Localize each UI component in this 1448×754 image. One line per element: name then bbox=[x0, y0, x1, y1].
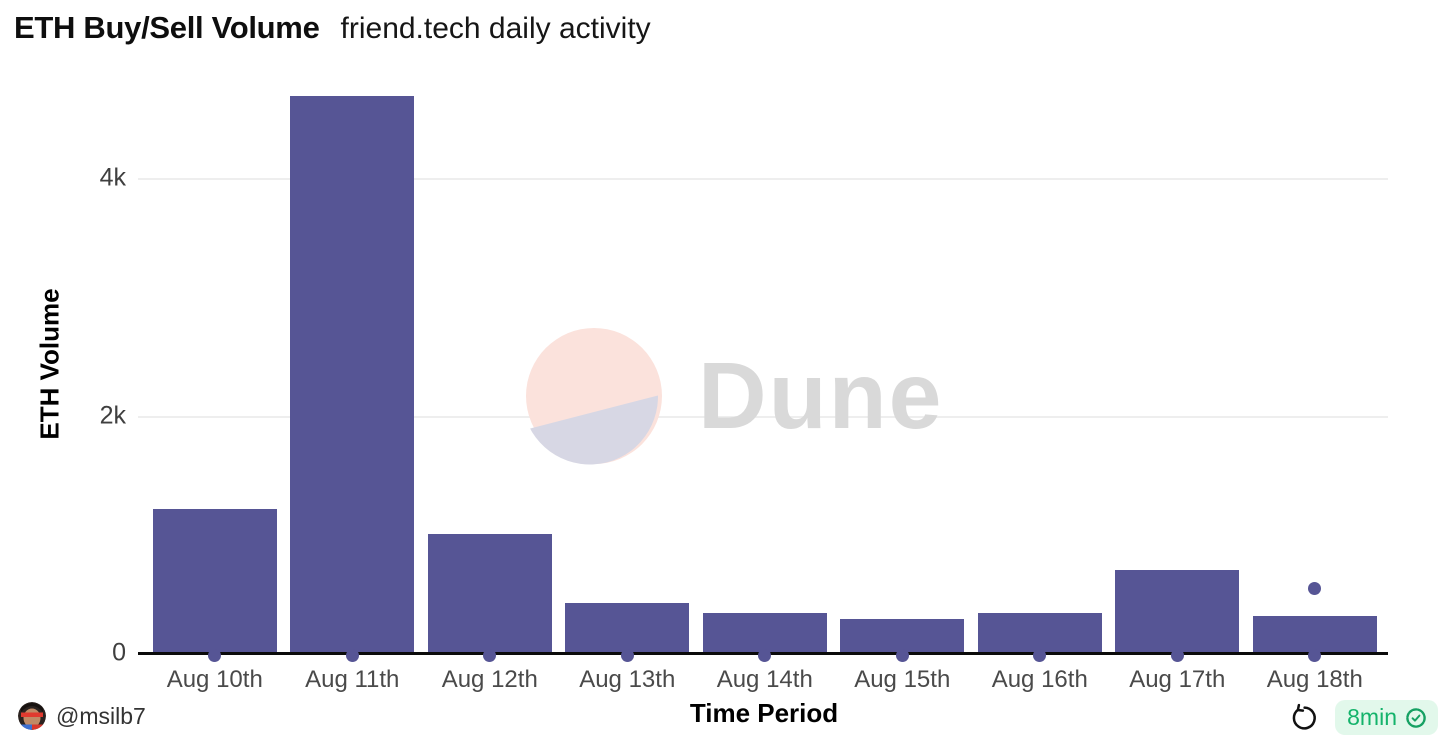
x-axis-tick-marker bbox=[895, 649, 909, 662]
chart-title: ETH Buy/Sell Volume bbox=[14, 10, 320, 45]
y-tick-label-4k: 4k bbox=[99, 163, 126, 192]
y-tick-label-0: 0 bbox=[112, 638, 126, 667]
refresh-age-label: 8min bbox=[1347, 704, 1397, 730]
rotate-ccw-icon[interactable] bbox=[1289, 703, 1319, 733]
x-tick-label-aug-10th: Aug 10th bbox=[166, 666, 263, 693]
author-handle: @msilb7 bbox=[56, 702, 146, 729]
x-tick-label-aug-11th: Aug 11th bbox=[305, 666, 400, 693]
bar-aug-11th[interactable] bbox=[290, 95, 415, 654]
x-tick-label-aug-16th: Aug 16th bbox=[991, 666, 1088, 693]
x-tick-label-aug-15th: Aug 15th bbox=[854, 666, 951, 693]
x-axis-tick-marker bbox=[620, 649, 634, 662]
bar-aug-16th[interactable] bbox=[977, 613, 1102, 654]
x-tick-label-aug-12th: Aug 12th bbox=[441, 666, 538, 693]
x-tick-label-aug-18th: Aug 18th bbox=[1266, 666, 1363, 693]
y-tick-label-2k: 2k bbox=[99, 401, 126, 429]
x-axis-tick-marker bbox=[758, 649, 772, 662]
x-tick-label-aug-14th: Aug 14th bbox=[716, 666, 813, 693]
x-axis-tick-marker bbox=[1170, 649, 1184, 662]
bar-aug-14th[interactable] bbox=[702, 613, 827, 654]
bar-aug-10th[interactable] bbox=[152, 509, 277, 654]
bar-aug-17th[interactable] bbox=[1115, 569, 1240, 654]
bar-aug-15th[interactable] bbox=[840, 618, 965, 654]
author-link[interactable]: @msilb7 bbox=[18, 702, 146, 730]
x-axis-tick-marker bbox=[483, 649, 497, 662]
x-axis-tick-marker bbox=[345, 649, 359, 662]
chart-subtitle: friend.tech daily activity bbox=[340, 12, 651, 45]
refresh-status: 8min bbox=[1289, 700, 1438, 735]
x-axis-title: Time Period bbox=[689, 698, 839, 728]
x-axis-tick-marker bbox=[208, 649, 222, 662]
dune-watermark-link[interactable]: Dune bbox=[520, 323, 940, 473]
author-avatar bbox=[18, 702, 46, 730]
verified-seal-icon bbox=[1406, 707, 1426, 728]
x-tick-label-aug-17th: Aug 17th bbox=[1129, 666, 1226, 693]
refresh-age-badge[interactable]: 8min bbox=[1335, 700, 1438, 735]
bar-aug-18th[interactable] bbox=[1252, 616, 1377, 654]
x-axis-tick-marker bbox=[1033, 649, 1047, 662]
x-tick-label-aug-13th: Aug 13th bbox=[579, 666, 676, 693]
chart-header: ETH Buy/Sell Volume friend.tech daily ac… bbox=[14, 10, 651, 46]
gridline-2k bbox=[138, 415, 1388, 418]
bar-aug-13th[interactable] bbox=[565, 602, 690, 654]
bar-aug-12th[interactable] bbox=[427, 534, 552, 654]
scatter-point-aug-18th[interactable] bbox=[1308, 582, 1322, 596]
gridline-4k bbox=[138, 178, 1388, 180]
watermark-label: Dune bbox=[698, 343, 940, 449]
x-axis-tick-marker bbox=[1308, 649, 1322, 662]
